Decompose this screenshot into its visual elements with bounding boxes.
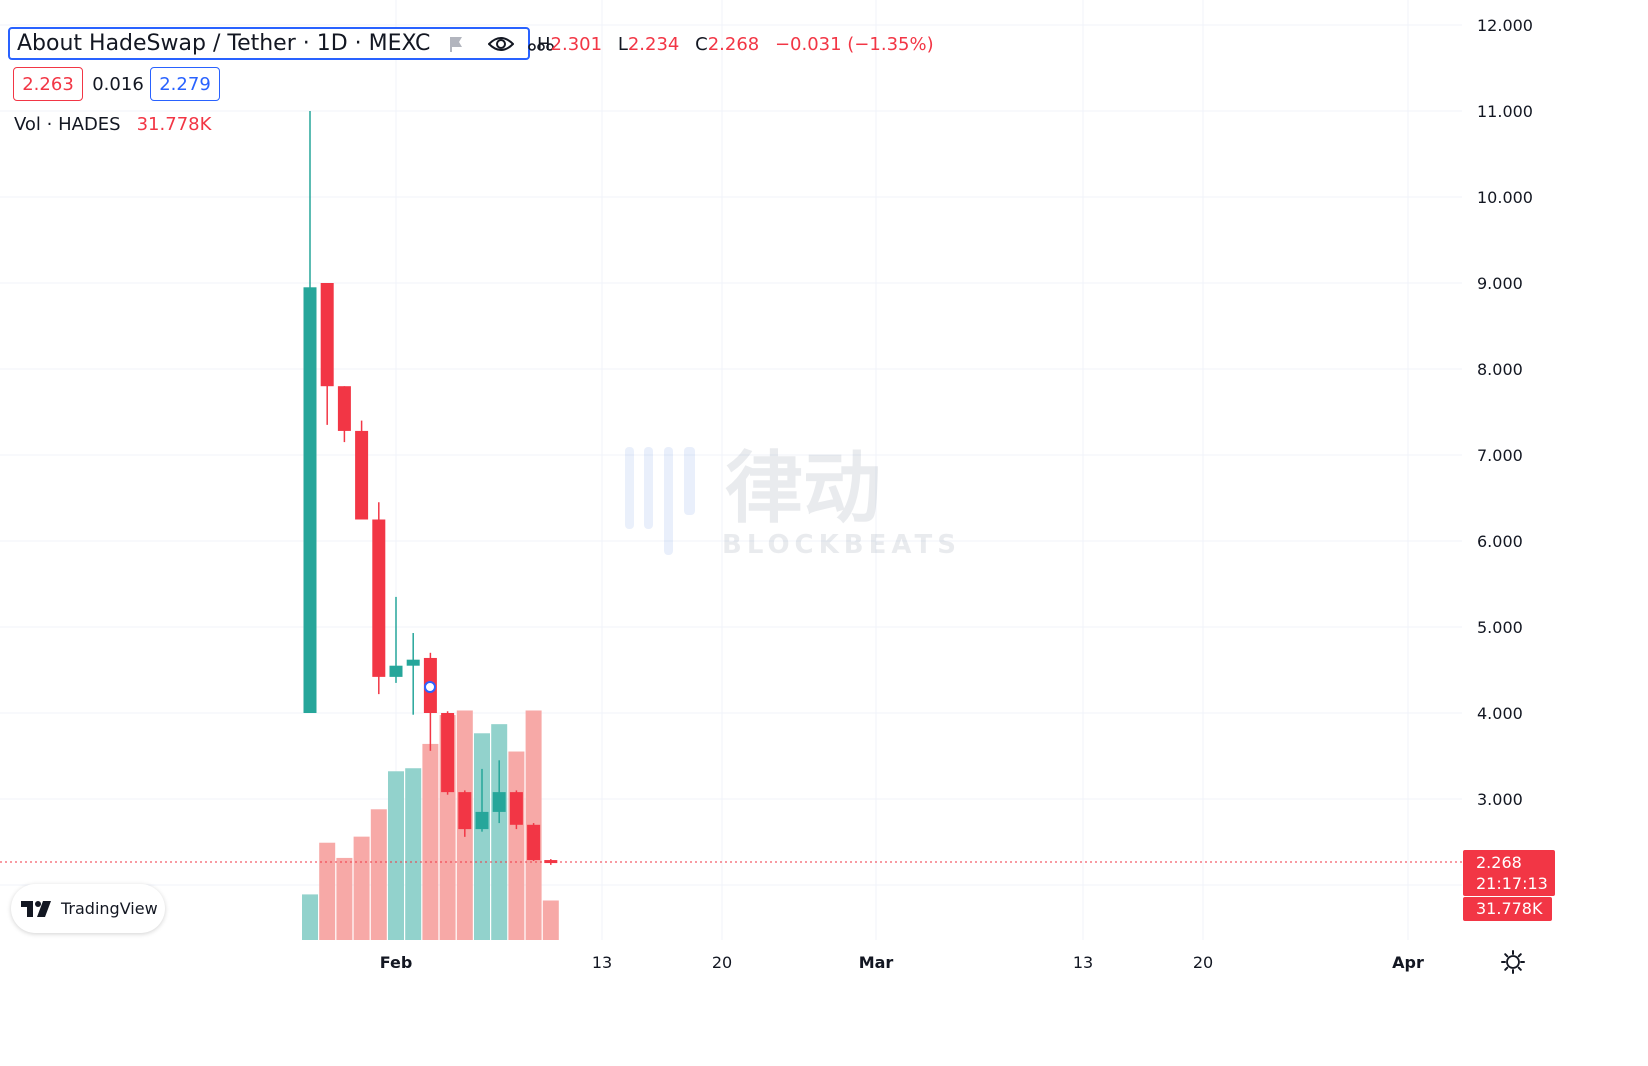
x-tick-label: Feb [380,953,413,972]
x-tick-label: 20 [1193,953,1213,972]
x-tick-label: Apr [1392,953,1424,972]
tradingview-logo[interactable]: TradingView [11,884,165,933]
x-tick-label: 13 [1073,953,1093,972]
x-tick-label: 13 [592,953,612,972]
volume-bar [353,836,370,940]
last-price-value: 2.268 [1476,853,1522,872]
y-tick-label: 11.000 [1477,102,1533,121]
candle-body [406,659,420,666]
ask-price-button[interactable]: 2.279 [150,67,220,101]
x-axis: Feb 13 20 Mar 13 20 Apr [380,953,1424,972]
watermark-text: 律动 [725,444,881,534]
candle-body [337,386,351,431]
candle-body [441,713,455,793]
volume-bar [388,771,404,940]
ohlc-close-label: C [695,34,708,55]
x-tick-label: 20 [712,953,732,972]
ohlc-low-value: 2.234 [627,34,680,55]
y-tick-label: 3.000 [1477,790,1523,809]
y-tick-label: 8.000 [1477,360,1523,379]
last-volume-label: 31.778K [1463,897,1552,921]
y-tick-label: 4.000 [1477,704,1523,723]
y-tick-label: 7.000 [1477,446,1523,465]
volume-bar [405,768,422,940]
settings-icon[interactable] [1500,949,1526,975]
candle-body [527,824,541,861]
bar-countdown: 21:17:13 [1476,874,1548,893]
flag-icon[interactable] [448,36,464,52]
candle-body [355,430,369,520]
volume-bar [422,743,439,940]
y-tick-label: 10.000 [1477,188,1533,207]
candle-body [475,811,489,830]
volume-bar [370,809,387,940]
tradingview-logo-icon [21,900,53,917]
spread-value: 0.016 [90,67,146,101]
watermark-bar [644,447,653,529]
y-tick-label: 9.000 [1477,274,1523,293]
volume-legend[interactable]: Vol · HADES 31.778K [14,114,211,135]
y-tick-label: 5.000 [1477,618,1523,637]
symbol-title[interactable]: About HadeSwap / Tether · 1D · MEXC [17,31,431,56]
bid-price-button[interactable]: 2.263 [13,67,83,101]
tradingview-logo-text: TradingView [61,899,158,918]
watermark: 律动 BLOCKBEATS [625,444,961,560]
ohlc-close-value: 2.268 [707,34,760,55]
volume-bar [542,900,559,940]
ohlc-high-label: H [537,34,551,55]
volume-bar [508,751,525,940]
watermark-bar [625,447,634,529]
candle-body [320,283,334,387]
volume-bar [319,842,336,940]
candle-body [492,792,506,812]
watermark-subtext: BLOCKBEATS [722,530,961,560]
x-tick-label: Mar [859,953,894,972]
y-tick-label: 6.000 [1477,532,1523,551]
candle-body [372,519,386,677]
volume-bar [474,733,490,940]
crosshair-marker [424,681,436,693]
ohlc-legend: H2.301 L2.234 C2.268 −0.031 (−1.35%) [537,34,934,55]
last-price-label: 2.268 21:17:13 [1463,850,1555,896]
eye-icon[interactable] [487,35,515,53]
watermark-bar [664,447,673,555]
y-axis: 12.000 11.000 10.000 9.000 8.000 7.000 6.000 5.… [1477,16,1533,809]
volume-bar [336,857,353,940]
ohlc-low-label: L [617,34,628,55]
y-tick-label: 12.000 [1477,16,1533,35]
more-icon[interactable] [528,38,555,51]
ohlc-change-value: −0.031 (−1.35%) [774,34,934,55]
volume-bar [491,724,508,940]
candle-body [509,792,523,825]
watermark-bar [684,447,695,515]
grid [0,0,1462,940]
candle-body [303,287,317,713]
symbol-legend[interactable]: About HadeSwap / Tether · 1D · MEXC [8,27,555,60]
volume-bar [302,894,318,940]
candle-body [389,665,403,677]
volume-legend-value: 31.778K [136,114,212,135]
volume-legend-label: Vol · HADES [14,114,121,135]
ohlc-high-value: 2.301 [550,34,603,55]
candle-body [458,792,472,830]
